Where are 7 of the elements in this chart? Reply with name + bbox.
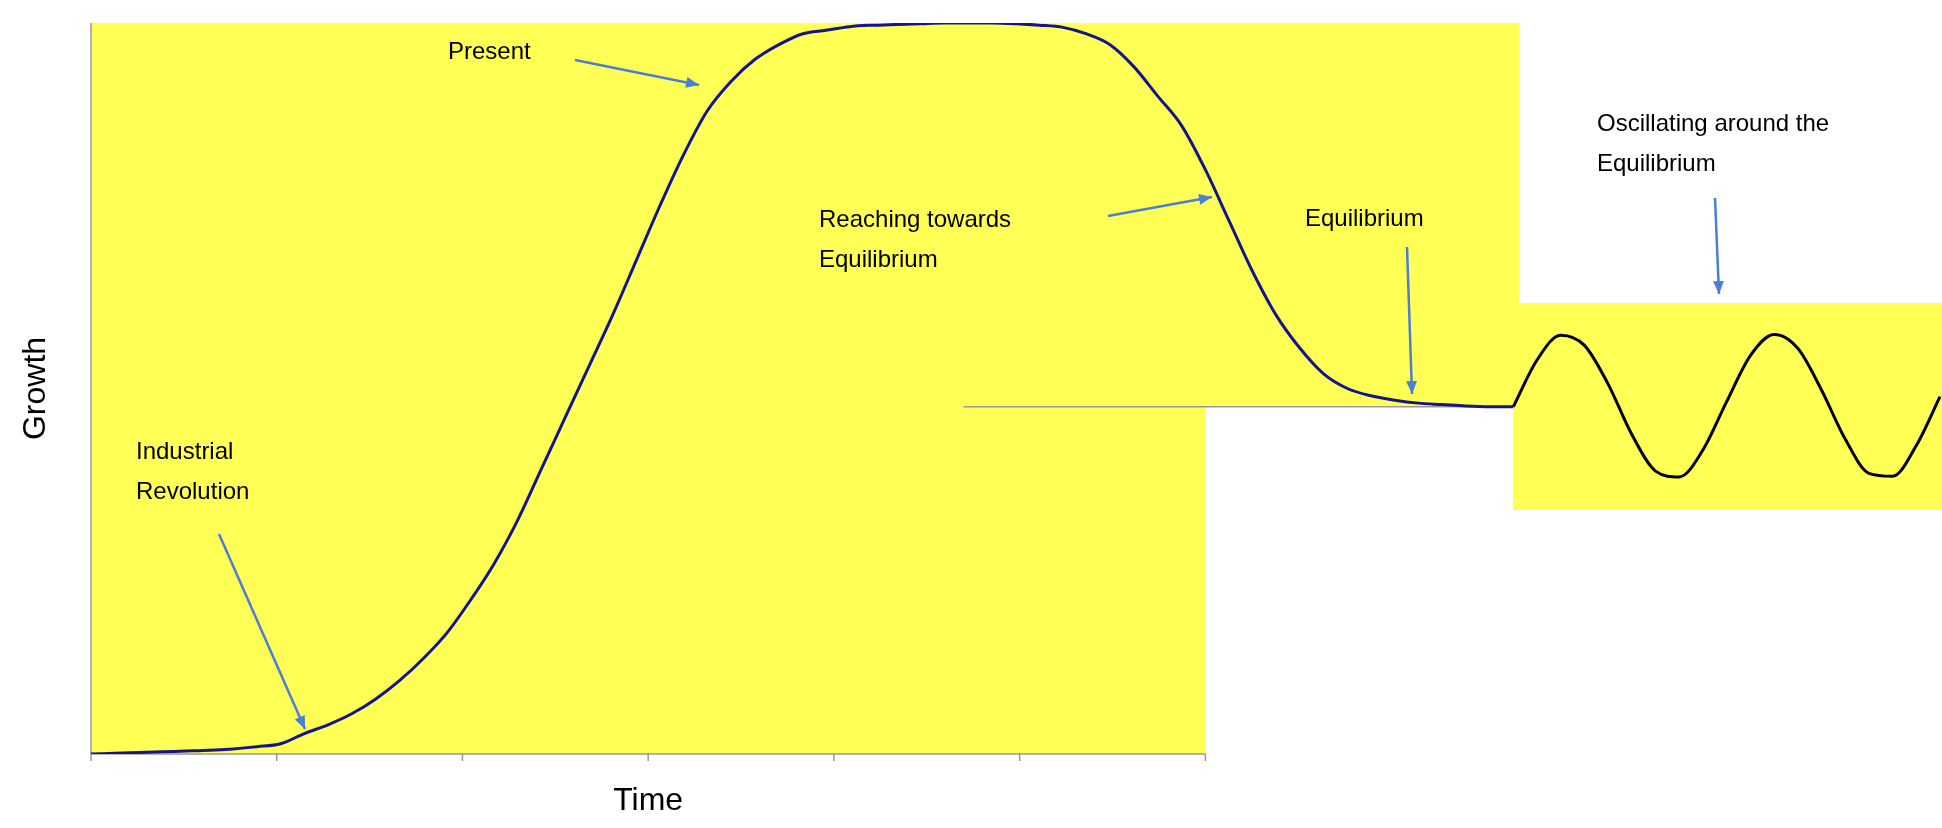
annotation: Reaching towards Equilibrium (819, 204, 1012, 272)
annotation: Industrial Revolution (136, 436, 250, 504)
annotation: Oscillating around the Equilibrium (1597, 108, 1830, 176)
x-axis-title: Time (613, 780, 684, 817)
y-axis-title: Growth (15, 336, 52, 441)
annotation: Present (448, 36, 532, 64)
annotation: Equilibrium (1305, 203, 1424, 231)
